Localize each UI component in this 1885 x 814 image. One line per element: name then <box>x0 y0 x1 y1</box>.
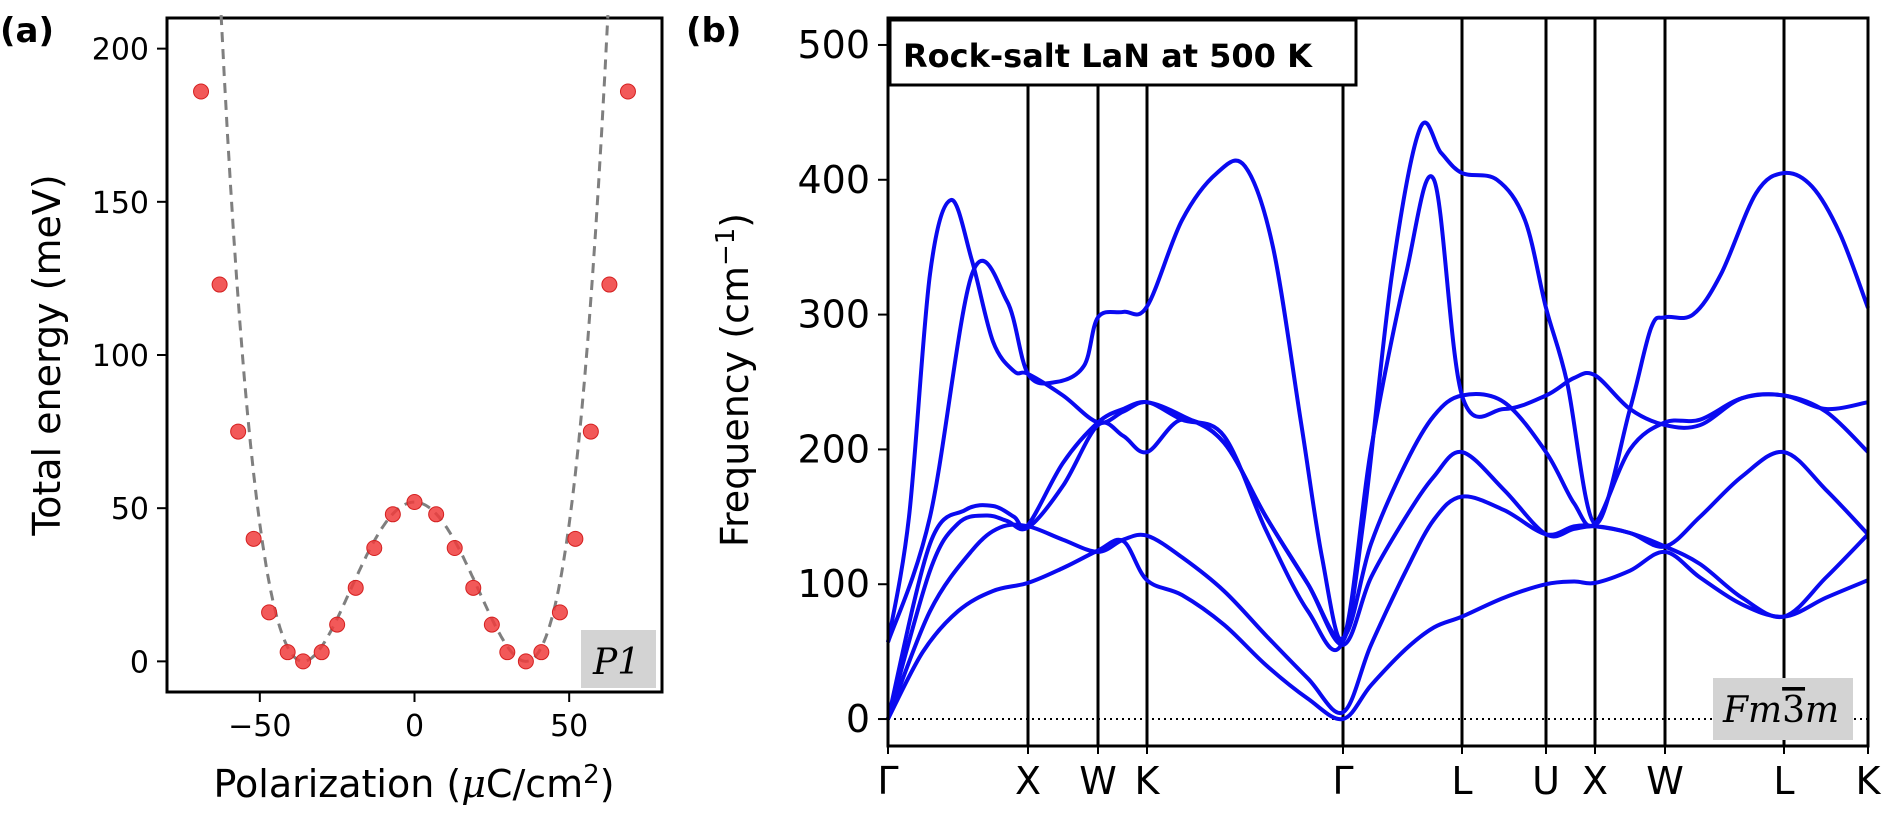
panel-a-point <box>551 604 568 621</box>
panel-a-ytick-label: 50 <box>111 492 149 527</box>
panel-a-point <box>428 506 445 523</box>
panel-a-ytick-label: 150 <box>92 186 149 221</box>
panel-b-label-box <box>1713 678 1853 740</box>
panel-b-annotation-bar: 3 <box>1782 690 1805 731</box>
panel-b-band-4 <box>886 392 1870 720</box>
panel-b-ytick-label: 0 <box>846 697 870 741</box>
panel-a-xlabel-main: Polarization ( <box>213 762 461 806</box>
panel-a-point <box>230 423 247 440</box>
panel-b-letter: (b) <box>686 11 741 51</box>
panel-b-band-6 <box>886 120 1870 644</box>
panel-b-ylabel-main: Frequency (cm <box>713 266 757 547</box>
panel-a-label-box <box>581 630 656 688</box>
panel-a-point <box>601 276 618 293</box>
panel-b-ytick-label: 500 <box>797 23 870 67</box>
panel-b-ylabel: Frequency (cm−1) <box>711 213 757 547</box>
panel-a-point <box>465 579 482 596</box>
panel-a-point <box>483 616 500 633</box>
panel-b-xtick-label: X <box>1015 759 1041 803</box>
panel-a-y-ticks: 0 50 100 150 200 <box>92 33 167 680</box>
panel-b-annotation: Fm3m <box>1722 690 1839 731</box>
panel-a-letter: (a) <box>0 11 54 51</box>
panel-b-xtick-label: K <box>1856 759 1882 803</box>
panel-a-point <box>446 540 463 557</box>
panel-a-point <box>279 644 296 661</box>
panel-a-annotation: P1 <box>592 642 640 683</box>
panel-b-band-3 <box>886 417 1870 720</box>
panel-b-xtick-label: U <box>1532 759 1560 803</box>
panel-a-xlabel-mu: μ <box>461 762 486 806</box>
panel-a-point <box>347 579 364 596</box>
panel-b-title: Rock-salt LaN at 500 K <box>903 37 1313 75</box>
panel-a-point <box>384 506 401 523</box>
panel-a-plot: −50 0 50 0 50 100 150 200 P1 Polarization (μC/… <box>25 15 664 806</box>
panel-a-point <box>567 530 584 547</box>
panel-a-point <box>517 653 534 670</box>
panel-b-ytick-label: 300 <box>797 293 870 337</box>
panel-b-xtick-label: X <box>1582 759 1608 803</box>
panel-b-ylabel-close: ) <box>713 213 757 228</box>
panel-b-xtick-label: L <box>1773 759 1794 803</box>
panel-b-xtick-label: Γ <box>877 759 898 803</box>
panel-b-band-2 <box>886 494 1870 720</box>
panel-a-xlabel-close: ) <box>600 762 615 806</box>
panel-a-point <box>499 644 516 661</box>
panel-a-point <box>295 653 312 670</box>
panel-a-point <box>366 540 383 557</box>
panel-a-point <box>261 604 278 621</box>
panel-b-annotation-end: m <box>1805 690 1839 731</box>
panel-b-xtick-label: K <box>1135 759 1161 803</box>
panel-a-point <box>582 423 599 440</box>
panel-a-xtick-label: 50 <box>550 709 588 744</box>
panel-b-frame <box>886 16 1870 748</box>
panel-a-x-ticks: −50 0 50 <box>228 692 588 744</box>
panel-b-title-box <box>888 18 1358 87</box>
panel-b-xtick-label: W <box>1079 759 1117 803</box>
panel-b-y-ticks: 0 100 200 300 400 500 <box>797 23 888 741</box>
panel-b-bands <box>886 120 1870 722</box>
panel-a-point <box>406 494 423 511</box>
panel-b-xtick-label: L <box>1451 759 1472 803</box>
panel-a-xtick-label: −50 <box>228 709 291 744</box>
panel-a-point <box>245 530 262 547</box>
panel-b-ytick-label: 400 <box>797 158 870 202</box>
panel-b-xtick-label: Γ <box>1332 759 1353 803</box>
panel-a-xtick-label: 0 <box>405 709 424 744</box>
panel-a-xlabel-sup: 2 <box>583 760 600 790</box>
panel-a-xlabel-unit: C/cm <box>486 762 583 806</box>
panel-a-point <box>211 276 228 293</box>
panel-a-point <box>329 616 346 633</box>
panel-a-point <box>313 644 330 661</box>
panel-a-fit-curve <box>219 15 610 663</box>
panel-b-annotation-main: Fm <box>1722 690 1782 731</box>
panel-b-band-1 <box>886 537 1869 722</box>
panel-a-xlabel: Polarization (μC/cm2) <box>213 760 614 806</box>
panel-a-point <box>193 83 210 100</box>
panel-a-ylabel: Total energy (meV) <box>25 174 69 536</box>
panel-a-ytick-label: 200 <box>92 33 149 68</box>
panel-a-ytick-label: 0 <box>130 645 149 680</box>
panel-b-path-lines <box>1026 18 1786 746</box>
panel-a-point <box>533 644 550 661</box>
panel-a-point <box>619 83 636 100</box>
panel-a-points <box>193 83 636 670</box>
panel-a-ytick-label: 100 <box>92 339 149 374</box>
panel-b-ytick-label: 100 <box>797 562 870 606</box>
panel-b-xtick-label: W <box>1646 759 1684 803</box>
panel-b-ytick-label: 200 <box>797 427 870 471</box>
panel-b-ylabel-sup: −1 <box>711 228 741 266</box>
